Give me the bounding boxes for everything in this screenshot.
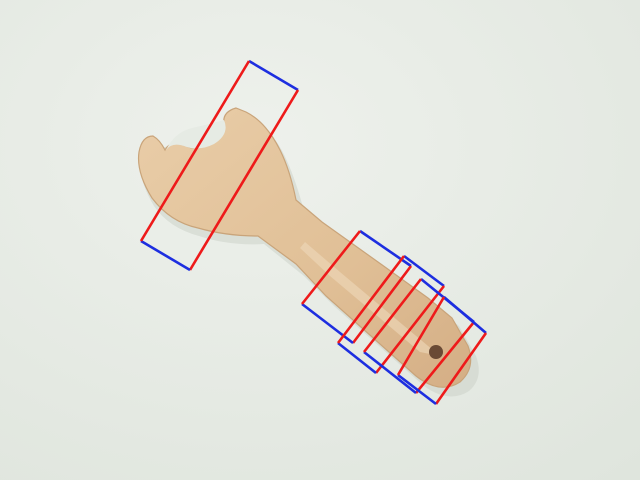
wrench-hole	[429, 345, 443, 359]
grasp-rectangles	[139, 59, 488, 406]
grasp-rect-1	[139, 59, 300, 272]
jaw-notch	[166, 120, 226, 150]
grasp-rect-3	[336, 254, 446, 375]
wrench	[137, 107, 479, 397]
grasp-rect-5	[396, 296, 488, 406]
